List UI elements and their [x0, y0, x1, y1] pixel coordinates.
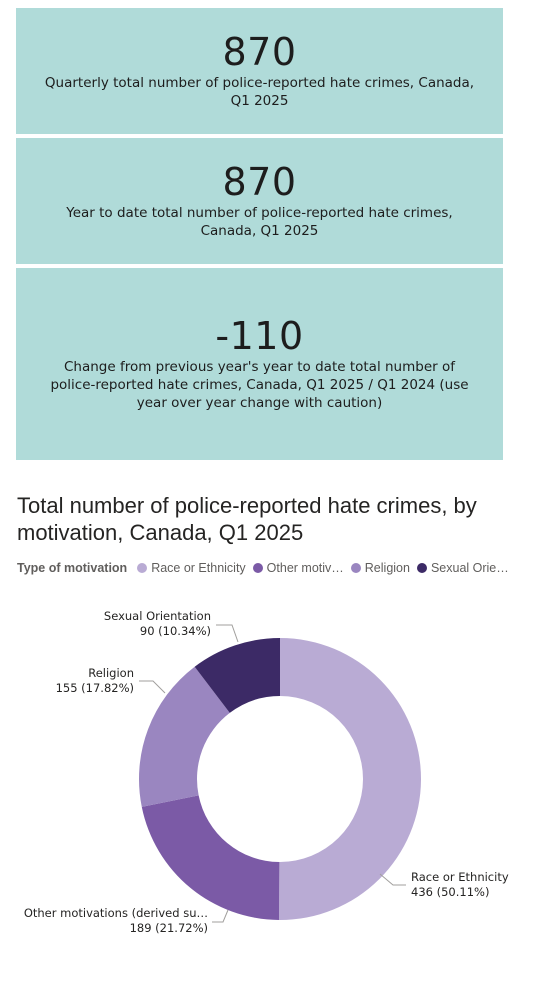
slice-category-label: Religion: [88, 666, 134, 680]
slice-category-label: Other motivations (derived su…: [24, 906, 208, 920]
donut-slice-sexual-orientation[interactable]: [194, 638, 280, 713]
slice-value-label: 189 (21.72%): [130, 921, 208, 935]
kpi-card-year-over-year-change: -110 Change from previous year's year to…: [16, 268, 503, 460]
slice-value-label: 90 (10.34%): [140, 624, 211, 638]
legend-item-other-motivations[interactable]: Other motiv…: [252, 561, 344, 575]
slice-category-label: Sexual Orientation: [104, 609, 211, 623]
donut-slice-race-or-ethnicity[interactable]: [278, 638, 421, 920]
kpi-label: Year to date total number of police-repo…: [66, 205, 453, 239]
chart-title: Total number of police-reported hate cri…: [17, 493, 477, 545]
legend-dot: [416, 563, 427, 573]
kpi-label: Change from previous year's year to date…: [50, 359, 469, 411]
legend-item-race-or-ethnicity[interactable]: Race or Ethnicity: [137, 561, 246, 575]
legend-title: Type of motivation: [17, 561, 128, 575]
kpi-card-quarterly-total: 870 Quarterly total number of police-rep…: [16, 8, 503, 134]
leader-line: [139, 680, 166, 694]
kpi-card-year-to-date-total: 870 Year to date total number of police-…: [16, 138, 503, 264]
donut-slice-religion[interactable]: [139, 666, 230, 807]
legend-dot: [137, 563, 148, 573]
legend-item-label: Race or Ethnicity: [151, 561, 246, 575]
slice-category-label: Race or Ethnicity: [411, 870, 509, 884]
kpi-value: 870: [222, 160, 297, 204]
legend-item-label: Religion: [364, 561, 410, 575]
legend-item-label: Other motiv…: [266, 561, 344, 575]
kpi-value: 870: [222, 30, 297, 74]
slice-value-label: 155 (17.82%): [56, 681, 134, 695]
kpi-value: -110: [215, 314, 304, 358]
donut-slice-other-motivations-derived-su[interactable]: [141, 795, 280, 920]
legend-item-sexual-orientation[interactable]: Sexual Orie…: [416, 561, 509, 575]
leader-line: [212, 909, 229, 923]
leader-line: [379, 873, 406, 886]
kpi-label: Quarterly total number of police-reporte…: [44, 75, 475, 109]
legend-item-religion[interactable]: Religion: [350, 561, 410, 575]
chart-legend: Type of motivation Race or Ethnicity Oth…: [17, 559, 547, 577]
legend-dot: [252, 563, 263, 573]
leader-line: [216, 624, 239, 643]
legend-item-label: Sexual Orie…: [430, 561, 509, 575]
legend-dot: [350, 563, 361, 573]
slice-value-label: 436 (50.11%): [411, 885, 489, 899]
